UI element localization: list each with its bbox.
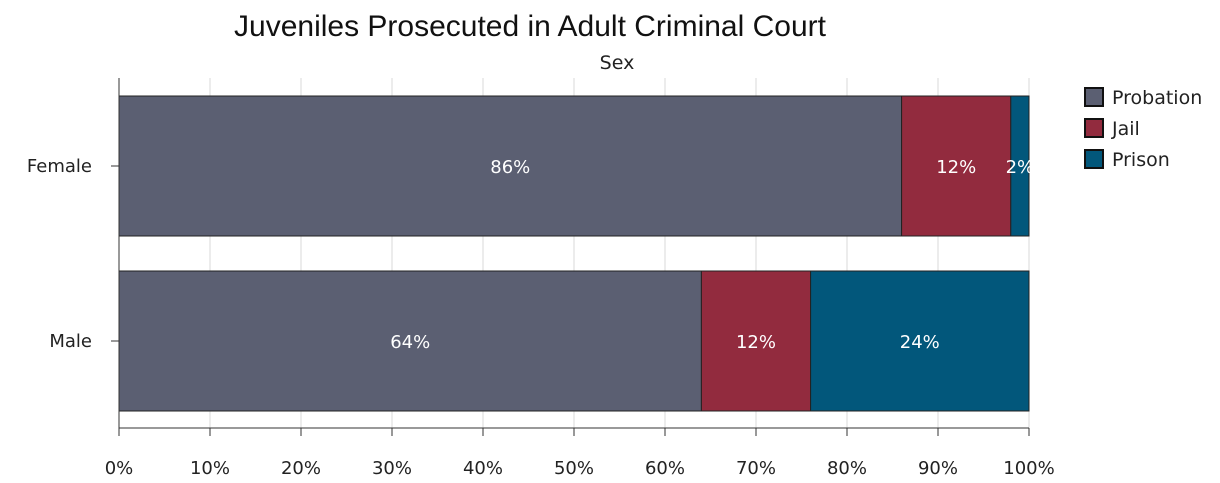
x-tick-label: 20% bbox=[281, 458, 321, 479]
x-tick-label: 0% bbox=[105, 458, 134, 479]
x-tick-label: 100% bbox=[1003, 458, 1054, 479]
x-tick-label: 80% bbox=[827, 458, 867, 479]
chart-title: Juveniles Prosecuted in Adult Criminal C… bbox=[234, 10, 827, 43]
bar-segment bbox=[810, 270, 1030, 412]
data-label: 2% bbox=[1006, 157, 1035, 178]
x-tick-label: 30% bbox=[372, 458, 412, 479]
legend-label: Prison bbox=[1112, 149, 1170, 171]
x-tick-label: 10% bbox=[190, 458, 230, 479]
data-label: 86% bbox=[490, 157, 530, 178]
legend-label: Probation bbox=[1112, 87, 1202, 109]
x-tick-label: 50% bbox=[554, 458, 594, 479]
x-tick-label: 40% bbox=[463, 458, 503, 479]
chart-subtitle: Sex bbox=[600, 52, 635, 74]
bar-segment bbox=[118, 95, 903, 237]
data-label: 64% bbox=[390, 332, 430, 353]
x-tick-label: 60% bbox=[645, 458, 685, 479]
x-tick-label: 70% bbox=[736, 458, 776, 479]
x-tick-label: 90% bbox=[918, 458, 958, 479]
category-label: Male bbox=[49, 331, 92, 352]
bars: 86% 12% 2% 64% 12% 24% bbox=[118, 95, 1035, 412]
axes: 0% 10% 20% 30% 40% 50% 60% 70% 80% 90% 100% Female M… bbox=[27, 78, 1055, 479]
data-label: 12% bbox=[736, 332, 776, 353]
bar-segment bbox=[118, 270, 702, 412]
data-label: 24% bbox=[900, 332, 940, 353]
data-label: 12% bbox=[936, 157, 976, 178]
legend: Probation Jail Prison bbox=[1084, 87, 1202, 171]
legend-swatch bbox=[1084, 87, 1104, 107]
legend-label: Jail bbox=[1111, 118, 1140, 140]
bar-segment bbox=[1010, 95, 1030, 237]
legend-swatch bbox=[1084, 118, 1104, 138]
category-label: Female bbox=[27, 156, 92, 177]
bar-segment bbox=[901, 95, 1012, 237]
legend-swatch bbox=[1084, 149, 1104, 169]
